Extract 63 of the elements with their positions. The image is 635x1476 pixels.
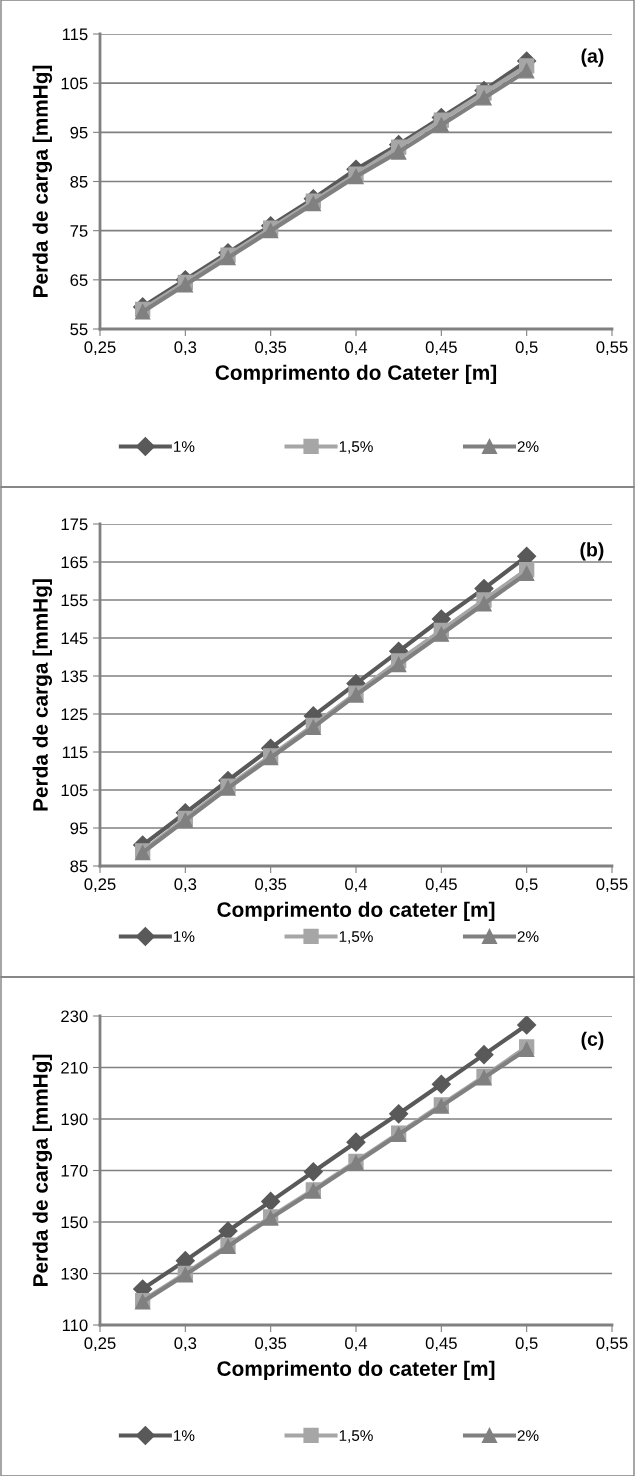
legend-label: 1,5% xyxy=(339,441,373,454)
x-axis-title: Comprimento do Cateter [m] xyxy=(215,364,497,385)
x-tick-label: 0,3 xyxy=(174,341,197,356)
y-tick-label: 150 xyxy=(61,1216,88,1229)
y-tick-label: 105 xyxy=(61,784,88,797)
y-tick-label: 65 xyxy=(70,274,88,287)
x-tick-label: 0,55 xyxy=(596,878,628,893)
x-axis-title: Comprimento do cateter [m] xyxy=(217,1360,495,1381)
x-tick-label: 0,55 xyxy=(596,1337,628,1352)
annotation: (c) xyxy=(581,1031,604,1050)
annotation: (b) xyxy=(580,542,604,561)
y-tick-label: 95 xyxy=(70,126,88,139)
legend-label: 2% xyxy=(517,1430,539,1441)
x-tick-label: 0,5 xyxy=(515,341,538,356)
y-axis-title: Perda de carga [mmHg] xyxy=(32,65,53,298)
x-tick-label: 0,35 xyxy=(255,878,287,893)
y-tick-label: 105 xyxy=(61,77,88,90)
x-tick-label: 0,45 xyxy=(425,1337,457,1352)
x-tick-label: 0,45 xyxy=(425,878,457,893)
y-tick-label: 145 xyxy=(61,632,88,645)
y-tick-label: 175 xyxy=(61,518,88,531)
x-tick-label: 0,4 xyxy=(345,341,368,356)
y-tick-label: 135 xyxy=(61,670,88,683)
x-tick-label: 0,25 xyxy=(84,1337,116,1352)
x-tick-label: 0,55 xyxy=(596,341,628,356)
y-tick-label: 115 xyxy=(62,28,88,41)
y-tick-label: 125 xyxy=(61,708,88,721)
y-tick-label: 55 xyxy=(70,323,88,336)
x-tick-label: 0,25 xyxy=(84,878,116,893)
y-tick-label: 165 xyxy=(61,556,88,569)
legend-label: 1,5% xyxy=(339,1430,373,1443)
y-tick-label: 85 xyxy=(70,175,88,188)
y-tick-label: 85 xyxy=(70,860,88,873)
y-tick-label: 95 xyxy=(70,822,88,835)
legend-label: 1% xyxy=(174,441,195,452)
x-tick-label: 0,4 xyxy=(345,1337,368,1352)
legend-label: 2% xyxy=(517,931,539,942)
y-tick-label: 115 xyxy=(62,746,88,759)
x-tick-label: 0,45 xyxy=(425,341,457,356)
y-tick-label: 210 xyxy=(61,1061,88,1074)
legend-label: 1,5% xyxy=(339,931,373,944)
y-tick-label: 155 xyxy=(61,594,88,607)
x-tick-label: 0,3 xyxy=(174,1337,197,1352)
x-tick-label: 0,3 xyxy=(174,878,197,893)
y-tick-label: 190 xyxy=(61,1113,88,1126)
y-tick-label: 110 xyxy=(62,1319,88,1332)
x-tick-label: 0,5 xyxy=(515,1337,538,1352)
legend-label: 1% xyxy=(174,1430,195,1441)
y-tick-label: 75 xyxy=(70,225,88,237)
y-axis-title: Perda de carga [mmHg] xyxy=(32,579,53,811)
y-tick-label: 130 xyxy=(61,1267,88,1280)
y-tick-label: 170 xyxy=(61,1164,88,1177)
y-axis-title: Perda de carga [mmHg] xyxy=(32,1054,53,1287)
x-axis-title: Comprimento do cateter [m] xyxy=(217,901,495,922)
x-tick-label: 0,35 xyxy=(255,1337,287,1352)
annotation: (a) xyxy=(581,48,604,67)
y-tick-label: 230 xyxy=(61,1010,88,1023)
x-tick-label: 0,25 xyxy=(84,341,116,356)
x-tick-label: 0,35 xyxy=(255,341,287,356)
x-tick-label: 0,5 xyxy=(515,878,538,893)
legend-label: 1% xyxy=(174,931,195,942)
legend-label: 2% xyxy=(517,441,539,452)
x-tick-label: 0,4 xyxy=(345,878,368,893)
